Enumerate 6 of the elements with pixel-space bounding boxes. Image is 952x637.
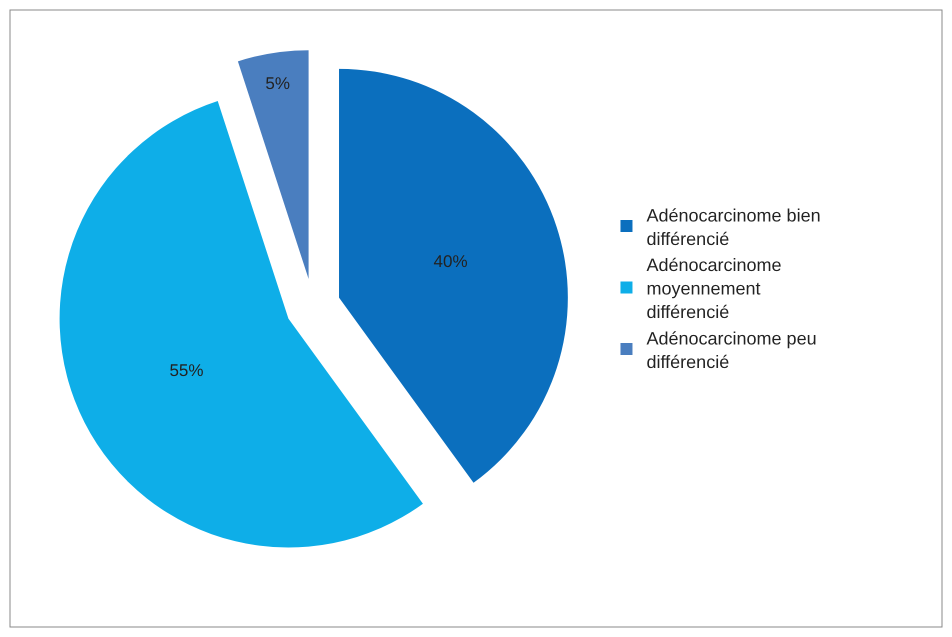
legend-label: Adénocarcinome bien différencié bbox=[646, 205, 821, 249]
data-label: 55% bbox=[169, 361, 204, 380]
data-label: 40% bbox=[434, 252, 468, 271]
legend-label: Adénocarcinome peu différencié bbox=[646, 328, 817, 372]
legend-label: Adénocarcinome moyennement différencié bbox=[646, 255, 782, 322]
data-label: 5% bbox=[265, 74, 290, 94]
